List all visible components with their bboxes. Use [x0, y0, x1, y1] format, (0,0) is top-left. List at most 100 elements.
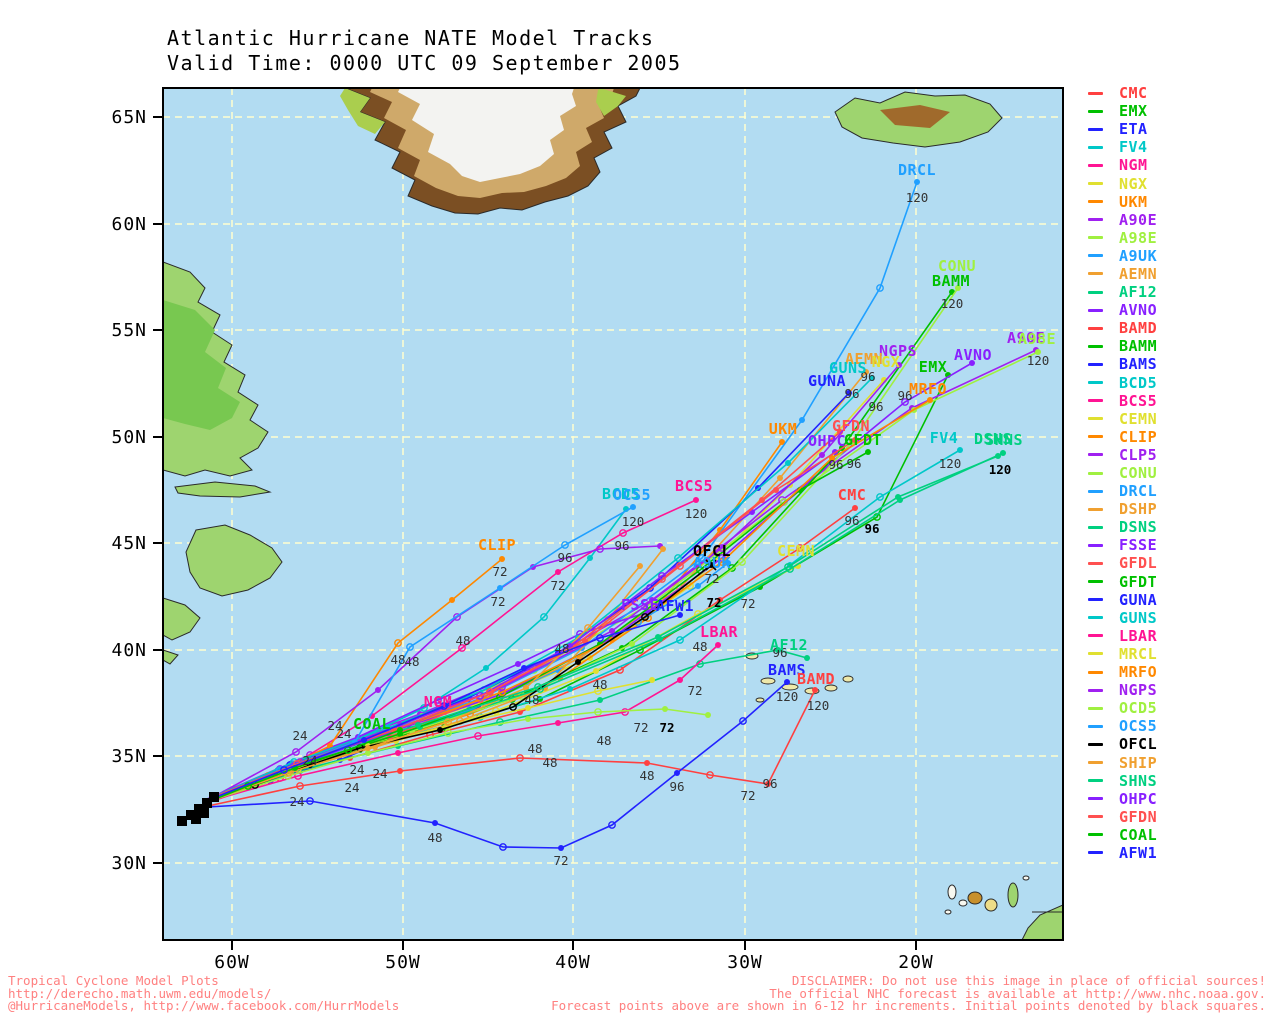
- legend-label: GFDN: [1119, 807, 1158, 826]
- svg-text:120: 120: [685, 506, 708, 521]
- svg-text:120: 120: [776, 689, 799, 704]
- legend-dash: [1088, 453, 1103, 457]
- legend-item-ETA: ETA: [1088, 120, 1157, 138]
- legend-item-A90E: A90E: [1088, 211, 1157, 229]
- legend-dash: [1088, 326, 1103, 330]
- legend-label: AVNO: [1119, 301, 1158, 320]
- legend-item-GFDN: GFDN: [1088, 808, 1157, 826]
- legend-item-GFDL: GFDL: [1088, 554, 1157, 572]
- svg-text:96: 96: [897, 388, 912, 403]
- svg-text:60W: 60W: [214, 952, 250, 973]
- svg-text:NGX: NGX: [872, 353, 901, 371]
- legend-dash: [1088, 634, 1103, 638]
- legend-item-DSNS: DSNS: [1088, 518, 1157, 536]
- legend-label: NGPS: [1119, 681, 1158, 700]
- svg-text:120: 120: [1027, 353, 1050, 368]
- legend-label: UKM: [1119, 192, 1148, 211]
- svg-text:96: 96: [762, 776, 777, 791]
- svg-text:35N: 35N: [111, 746, 147, 767]
- legend-label: DSHP: [1119, 500, 1158, 519]
- svg-text:120: 120: [622, 514, 645, 529]
- footer-right-3: Forecast points above are shown in 6-12 …: [551, 998, 1266, 1014]
- svg-text:48: 48: [639, 768, 654, 783]
- legend-label: A98E: [1119, 228, 1158, 247]
- footer-text: Tropical Cyclone Model Plots DISCLAIMER:…: [8, 973, 1266, 1013]
- legend-label: SHIP: [1119, 753, 1158, 772]
- legend-dash: [1088, 435, 1103, 439]
- legend-label: BAMM: [1119, 337, 1158, 356]
- legend-item-CONU: CONU: [1088, 464, 1157, 482]
- svg-text:55N: 55N: [111, 320, 147, 341]
- svg-text:OCS5: OCS5: [613, 486, 651, 504]
- legend-dash: [1088, 236, 1103, 240]
- legend-label: GFDL: [1119, 554, 1158, 573]
- legend-label: DRCL: [1119, 482, 1158, 501]
- svg-text:OHPC: OHPC: [808, 432, 846, 450]
- svg-text:24: 24: [344, 780, 359, 795]
- legend-label: CLP5: [1119, 445, 1158, 464]
- svg-text:NGM: NGM: [424, 693, 453, 711]
- svg-text:FV4: FV4: [930, 429, 959, 447]
- footer-right-2: The official NHC forecast is available a…: [769, 985, 1266, 1001]
- footer-row-2: http://derecho.math.uwm.edu/models/ The …: [8, 985, 1266, 1001]
- footer-row-1: Tropical Cyclone Model Plots DISCLAIMER:…: [8, 973, 1266, 988]
- legend-item-GFDT: GFDT: [1088, 573, 1157, 591]
- legend-label: OFCL: [1119, 735, 1158, 754]
- svg-text:48: 48: [427, 830, 442, 845]
- svg-text:96: 96: [860, 369, 875, 384]
- svg-text:CMC: CMC: [838, 486, 867, 504]
- legend-item-LBAR: LBAR: [1088, 627, 1157, 645]
- legend-dash: [1088, 145, 1103, 149]
- legend-label: AF12: [1119, 283, 1158, 302]
- legend-item-BCD5: BCD5: [1088, 374, 1157, 392]
- legend-dash: [1088, 525, 1103, 529]
- svg-text:DRCL: DRCL: [898, 161, 936, 179]
- legend-dash: [1088, 833, 1103, 837]
- legend-item-DRCL: DRCL: [1088, 482, 1157, 500]
- legend-item-MRCL: MRCL: [1088, 645, 1157, 663]
- svg-text:72: 72: [553, 853, 568, 868]
- legend-dash: [1088, 254, 1103, 258]
- legend-dash: [1088, 290, 1103, 294]
- legend-dash: [1088, 507, 1103, 511]
- legend-item-A98E: A98E: [1088, 229, 1157, 247]
- svg-text:24: 24: [349, 762, 364, 777]
- footer-left-1: Tropical Cyclone Model Plots: [8, 973, 219, 988]
- legend-label: GUNS: [1119, 608, 1158, 627]
- legend-item-BAMM: BAMM: [1088, 337, 1157, 355]
- svg-text:48: 48: [527, 741, 542, 756]
- legend-item-DSHP: DSHP: [1088, 500, 1157, 518]
- legend-dash: [1088, 561, 1103, 565]
- legend-item-MRFO: MRFO: [1088, 663, 1157, 681]
- legend-item-A9UK: A9UK: [1088, 247, 1157, 265]
- legend-dash: [1088, 163, 1103, 167]
- svg-text:48: 48: [524, 692, 539, 707]
- legend-item-BCS5: BCS5: [1088, 392, 1157, 410]
- legend-label: GFDT: [1119, 572, 1158, 591]
- legend-dash: [1088, 761, 1103, 765]
- svg-text:50N: 50N: [111, 427, 147, 448]
- svg-text:45N: 45N: [111, 533, 147, 554]
- svg-text:48: 48: [404, 654, 419, 669]
- legend-dash: [1088, 362, 1103, 366]
- legend-dash: [1088, 779, 1103, 783]
- svg-text:96: 96: [614, 538, 629, 553]
- legend-dash: [1088, 308, 1103, 312]
- svg-text:120: 120: [941, 296, 964, 311]
- legend-item-EMX: EMX: [1088, 102, 1157, 120]
- legend-dash: [1088, 489, 1103, 493]
- legend-dash: [1088, 127, 1103, 131]
- svg-text:48: 48: [542, 755, 557, 770]
- svg-text:24: 24: [372, 766, 387, 781]
- legend-label: OHPC: [1119, 789, 1158, 808]
- legend-label: NGM: [1119, 156, 1148, 175]
- legend-label: CMC: [1119, 84, 1148, 103]
- legend-item-NGX: NGX: [1088, 174, 1157, 193]
- legend-label: BAMS: [1119, 355, 1158, 374]
- legend-item-AF12: AF12: [1088, 283, 1157, 301]
- footer-row-3: @HurricaneModels, http://www.facebook.co…: [8, 1000, 1266, 1013]
- svg-text:72: 72: [492, 564, 507, 579]
